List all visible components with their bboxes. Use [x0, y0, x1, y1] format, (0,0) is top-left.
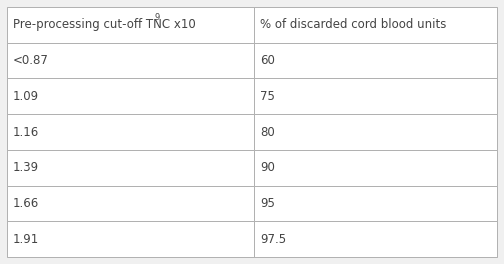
- Bar: [7, 186, 255, 221]
- Bar: [7, 150, 255, 186]
- Text: 75: 75: [261, 90, 275, 103]
- Text: 60: 60: [261, 54, 275, 67]
- Text: 90: 90: [261, 161, 275, 174]
- Text: 1.66: 1.66: [13, 197, 39, 210]
- Text: 97.5: 97.5: [261, 233, 287, 246]
- Bar: [255, 221, 497, 257]
- Bar: [255, 114, 497, 150]
- Text: 80: 80: [261, 125, 275, 139]
- Text: 95: 95: [261, 197, 275, 210]
- Bar: [7, 78, 255, 114]
- Text: % of discarded cord blood units: % of discarded cord blood units: [261, 18, 447, 31]
- Text: 1.16: 1.16: [13, 125, 39, 139]
- Bar: [7, 43, 255, 78]
- Bar: [7, 221, 255, 257]
- Text: 9: 9: [155, 12, 160, 21]
- Text: Pre-processing cut-off TNC x10: Pre-processing cut-off TNC x10: [13, 18, 196, 31]
- Bar: [255, 43, 497, 78]
- Bar: [7, 7, 255, 43]
- Text: 1.39: 1.39: [13, 161, 39, 174]
- Bar: [255, 78, 497, 114]
- Bar: [255, 150, 497, 186]
- Text: 1.09: 1.09: [13, 90, 39, 103]
- Bar: [255, 7, 497, 43]
- Text: 1.91: 1.91: [13, 233, 39, 246]
- Bar: [255, 186, 497, 221]
- Bar: [7, 114, 255, 150]
- Text: <0.87: <0.87: [13, 54, 49, 67]
